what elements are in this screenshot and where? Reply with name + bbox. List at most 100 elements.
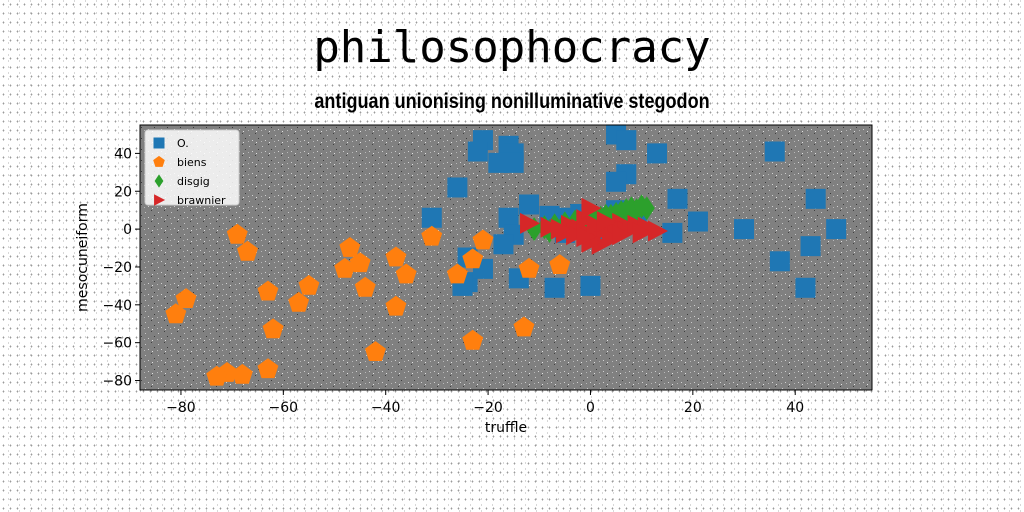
data-point — [826, 219, 847, 240]
data-point — [165, 303, 187, 324]
data-point — [586, 214, 607, 236]
data-point — [446, 263, 468, 284]
data-point — [385, 295, 407, 316]
legend-label: biens — [177, 156, 207, 169]
y-tick-label: 20 — [114, 184, 132, 200]
data-point — [581, 197, 602, 219]
data-point — [687, 211, 708, 232]
chart-title: philosophocracy — [313, 22, 711, 73]
legend-item: biens — [153, 155, 207, 169]
y-tick-label: −20 — [102, 260, 132, 276]
x-tick-label: 40 — [786, 400, 804, 416]
data-point — [488, 152, 509, 173]
data-point — [513, 316, 535, 337]
data-point — [257, 280, 279, 301]
x-tick-label: −60 — [269, 400, 299, 416]
data-point — [462, 329, 484, 350]
data-point — [365, 341, 386, 361]
data-point — [447, 177, 468, 198]
data-point — [231, 363, 253, 384]
data-point — [498, 207, 519, 228]
legend: O. biens disgig brawnier — [144, 129, 240, 207]
data-point — [257, 358, 279, 379]
points-layer — [165, 124, 847, 386]
y-tick-label: −60 — [102, 336, 132, 352]
data-point — [764, 141, 785, 162]
y-axis-label: mesocuneiform — [75, 203, 91, 312]
data-point — [647, 143, 668, 164]
data-point — [800, 236, 821, 257]
data-point — [540, 216, 561, 238]
series-biens — [165, 223, 571, 386]
data-point — [385, 246, 407, 267]
data-point — [805, 188, 826, 209]
data-point — [576, 209, 597, 231]
legend-marker — [153, 137, 165, 149]
data-point — [580, 275, 601, 296]
legend-item: disgig — [154, 174, 210, 188]
y-tick-label: −80 — [102, 374, 132, 390]
legend-label: disgig — [177, 175, 210, 188]
data-point — [395, 263, 417, 284]
data-point — [550, 218, 571, 240]
legend-label: brawnier — [177, 194, 226, 207]
data-point — [472, 229, 494, 250]
data-point — [206, 365, 228, 386]
data-point — [616, 130, 637, 151]
data-point — [769, 251, 790, 272]
y-tick-label: 40 — [114, 146, 132, 162]
x-tick-label: −80 — [166, 400, 196, 416]
x-tick-label: 20 — [684, 400, 702, 416]
data-point — [421, 225, 443, 246]
data-point — [648, 220, 669, 242]
data-point — [520, 212, 541, 234]
data-point — [334, 257, 356, 278]
x-axis-label: truffle — [485, 420, 527, 436]
data-point — [518, 257, 540, 278]
chart-subtitle: antiguan unionising nonilluminative steg… — [314, 90, 710, 113]
data-point — [339, 237, 361, 257]
data-point — [237, 240, 258, 261]
data-point — [288, 291, 310, 312]
x-tick-label: −40 — [371, 400, 401, 416]
data-point — [262, 318, 284, 339]
data-point — [612, 224, 633, 246]
data-point — [795, 277, 816, 298]
legend-marker — [154, 194, 166, 206]
data-point — [667, 188, 688, 209]
data-point — [519, 194, 540, 215]
x-axis: −80 −60 −40 −20 0 20 40 — [166, 390, 804, 416]
legend-marker — [154, 174, 164, 188]
series-brawnier — [520, 197, 669, 255]
data-point — [601, 228, 622, 250]
data-point — [566, 224, 587, 246]
y-axis: −80 −60 −40 −20 0 20 40 — [102, 146, 140, 390]
data-point — [298, 274, 320, 295]
data-point — [734, 219, 755, 240]
data-point — [226, 223, 248, 244]
data-point — [421, 207, 442, 228]
plot-frame — [139, 124, 873, 391]
y-tick-label: 0 — [123, 222, 132, 238]
data-point — [632, 222, 653, 244]
data-point — [462, 248, 484, 269]
y-tick-label: −40 — [102, 298, 132, 314]
x-tick-label: 0 — [586, 400, 595, 416]
data-point — [349, 252, 371, 273]
legend-item: O. — [153, 137, 189, 150]
legend-item: brawnier — [154, 194, 226, 207]
legend-label: O. — [177, 137, 189, 150]
data-point — [354, 276, 376, 297]
data-point — [591, 233, 612, 255]
data-point — [467, 141, 488, 162]
data-point — [175, 288, 197, 308]
data-point — [544, 277, 565, 298]
data-point — [596, 211, 617, 233]
data-point — [549, 254, 571, 274]
data-point — [606, 171, 627, 192]
legend-marker — [153, 155, 165, 167]
data-point — [638, 196, 655, 221]
x-tick-label: −20 — [473, 400, 503, 416]
data-point — [493, 234, 514, 255]
